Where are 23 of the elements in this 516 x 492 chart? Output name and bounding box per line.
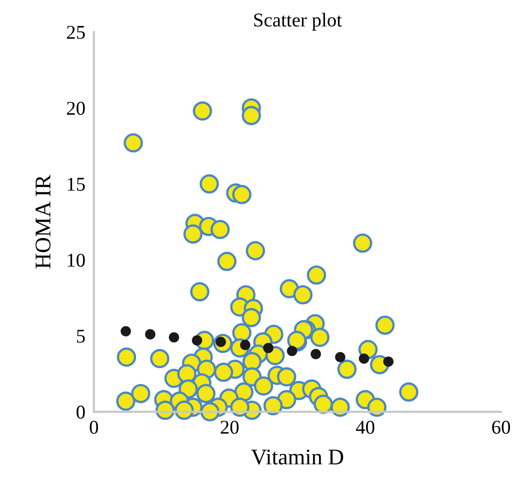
x-tick-label: 0 bbox=[90, 420, 98, 434]
y-tick-label: 25 bbox=[66, 26, 85, 39]
x-axis-title: Vitamin D bbox=[251, 450, 344, 465]
y-tick-label: 5 bbox=[76, 330, 85, 343]
chart-title: Scatter plot bbox=[254, 12, 342, 31]
y-tick-label: 20 bbox=[66, 102, 85, 115]
x-tick-label: 60 bbox=[492, 420, 510, 434]
y-tick-label: 15 bbox=[68, 178, 85, 191]
y-tick-label: 0 bbox=[76, 406, 85, 419]
point bbox=[286, 346, 298, 356]
point bbox=[120, 326, 131, 336]
point bbox=[310, 348, 321, 360]
point bbox=[145, 329, 156, 340]
point bbox=[383, 356, 394, 367]
x-tick-label: 20 bbox=[220, 420, 239, 434]
y-axis-title: HOMA IR bbox=[36, 174, 51, 268]
point bbox=[192, 335, 202, 346]
point bbox=[358, 353, 370, 364]
x-tick-label: 40 bbox=[356, 420, 374, 434]
y-tick-label: 10 bbox=[68, 254, 85, 267]
point bbox=[263, 342, 274, 354]
point bbox=[335, 352, 346, 362]
point bbox=[168, 332, 180, 343]
